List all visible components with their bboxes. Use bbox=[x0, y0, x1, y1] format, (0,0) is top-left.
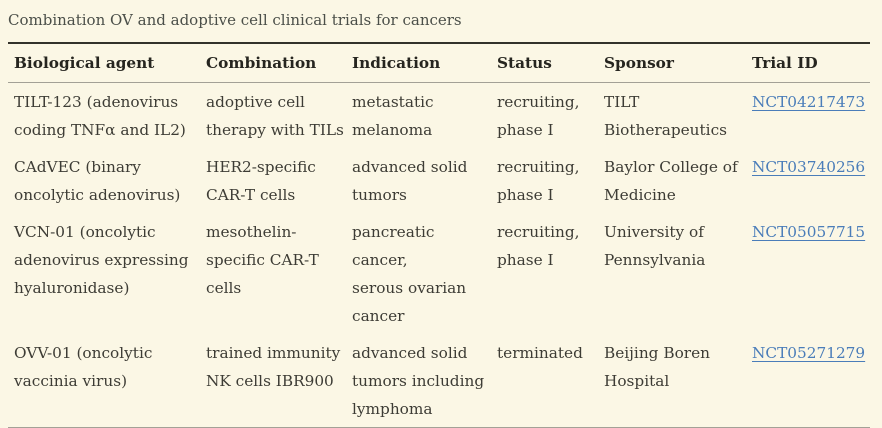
trial-id-link[interactable]: NCT05057715 bbox=[752, 223, 866, 241]
cell-sponsor: TILT Biotherapeutics bbox=[604, 93, 727, 139]
header-biological-agent: Biological agent bbox=[8, 43, 206, 83]
header-trial-id: Trial ID bbox=[752, 43, 870, 83]
cell-sponsor: University of Pennsylvania bbox=[604, 223, 706, 269]
cell-combination: HER2-specific CAR-T cells bbox=[206, 158, 316, 204]
clinical-trials-table: Biological agent Combination Indication … bbox=[8, 42, 870, 428]
cell-indication: advanced solid tumors bbox=[352, 158, 468, 204]
table-caption: Combination OV and adoptive cell clinica… bbox=[8, 11, 462, 29]
cell-trial-id: NCT03740256 bbox=[752, 148, 870, 213]
trial-id-link[interactable]: NCT03740256 bbox=[752, 158, 866, 176]
cell-status: recruiting, phase I bbox=[497, 223, 580, 269]
table-row: VCN-01 (oncolytic adenovirus expressing … bbox=[8, 213, 870, 334]
cell-sponsor: Baylor College of Medicine bbox=[604, 158, 738, 204]
header-combination: Combination bbox=[206, 43, 352, 83]
cell-agent: OVV-01 (oncolytic vaccinia virus) bbox=[14, 344, 153, 390]
table-row: CAdVEC (binary oncolytic adenovirus) HER… bbox=[8, 148, 870, 213]
trial-id-link[interactable]: NCT05271279 bbox=[752, 344, 866, 362]
table-row: TILT-123 (adenovirus coding TNFα and IL2… bbox=[8, 83, 870, 149]
cell-combination: mesothelin- specific CAR-T cells bbox=[206, 223, 319, 297]
table-row: OVV-01 (oncolytic vaccinia virus) traine… bbox=[8, 334, 870, 428]
header-sponsor: Sponsor bbox=[604, 43, 752, 83]
cell-sponsor: Beijing Boren Hospital bbox=[604, 344, 710, 390]
cell-indication: pancreatic cancer, serous ovarian cancer bbox=[352, 223, 467, 325]
cell-combination: trained immunity NK cells IBR900 bbox=[206, 344, 341, 390]
header-status: Status bbox=[497, 43, 604, 83]
cell-status: terminated bbox=[497, 344, 583, 362]
trial-id-link[interactable]: NCT04217473 bbox=[752, 93, 866, 111]
cell-trial-id: NCT05057715 bbox=[752, 213, 870, 334]
cell-indication: advanced solid tumors including lymphoma bbox=[352, 344, 485, 418]
cell-trial-id: NCT04217473 bbox=[752, 83, 870, 149]
header-indication: Indication bbox=[352, 43, 497, 83]
cell-trial-id: NCT05271279 bbox=[752, 334, 870, 428]
cell-agent: TILT-123 (adenovirus coding TNFα and IL2… bbox=[14, 93, 186, 139]
cell-agent: VCN-01 (oncolytic adenovirus expressing … bbox=[14, 223, 189, 297]
cell-status: recruiting, phase I bbox=[497, 158, 580, 204]
cell-agent: CAdVEC (binary oncolytic adenovirus) bbox=[14, 158, 181, 204]
cell-indication: metastatic melanoma bbox=[352, 93, 434, 139]
cell-combination: adoptive cell therapy with TILs bbox=[206, 93, 344, 139]
cell-status: recruiting, phase I bbox=[497, 93, 580, 139]
table-header-row: Biological agent Combination Indication … bbox=[8, 43, 870, 83]
